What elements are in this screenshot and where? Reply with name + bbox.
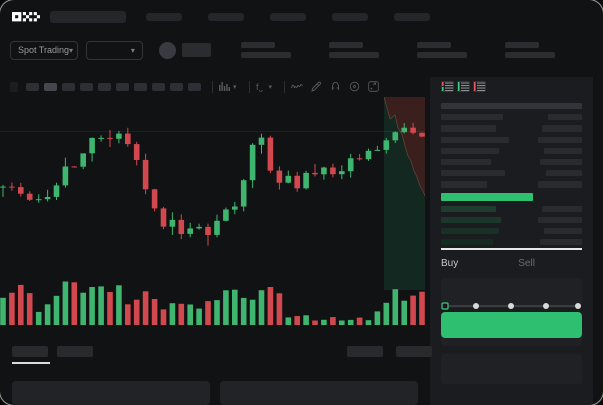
svg-text:fx: fx [256,82,264,92]
